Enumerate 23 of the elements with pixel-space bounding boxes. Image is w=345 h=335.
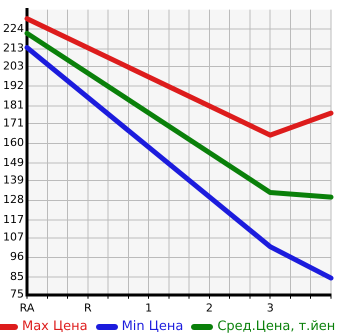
x-tick-label: 2 xyxy=(206,301,213,314)
legend-label: Max Цена xyxy=(22,319,88,334)
y-tick-label: 139 xyxy=(2,174,24,187)
x-tick-label: 1 xyxy=(145,301,152,314)
y-tick-label: 203 xyxy=(2,60,24,72)
y-tick-label: 96 xyxy=(10,250,24,264)
y-tick-label: 213 xyxy=(2,42,24,55)
legend-label: Min Цена xyxy=(122,319,184,334)
y-tick-label: 75 xyxy=(10,288,24,301)
y-tick-label: 171 xyxy=(2,116,24,130)
y-tick-label: 107 xyxy=(2,230,24,244)
x-tick-label: RA xyxy=(20,301,35,314)
y-tick-label: 85 xyxy=(10,270,24,283)
y-tick-label: 192 xyxy=(2,79,24,92)
y-tick-label: 224 xyxy=(2,22,24,36)
legend-label: Сред.Цена, т.йен xyxy=(217,319,336,334)
y-tick-label: 160 xyxy=(2,136,24,150)
y-tick-label: 128 xyxy=(2,193,24,206)
y-tick-label: 181 xyxy=(2,98,24,112)
x-tick-label: R xyxy=(84,301,92,314)
y-tick-label: 117 xyxy=(2,212,24,226)
y-tick-label: 149 xyxy=(2,156,24,169)
x-tick-label: 3 xyxy=(266,301,274,314)
